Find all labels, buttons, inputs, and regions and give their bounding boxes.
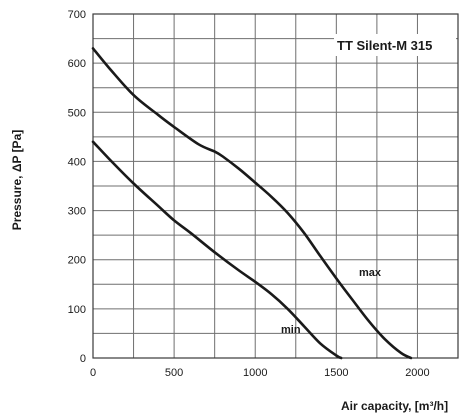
series-label-max: max — [359, 267, 382, 279]
y-tick-label: 500 — [68, 107, 86, 119]
horizontal-grid-lines — [93, 38, 458, 334]
y-tick-label: 0 — [80, 353, 86, 365]
x-tick-label: 2000 — [405, 367, 429, 379]
x-tick-label: 1500 — [324, 367, 348, 379]
y-axis-title: Pressure, ΔP [Pa] — [10, 130, 24, 230]
curves — [91, 47, 413, 360]
x-axis-title: Air capacity, [m³/h] — [341, 399, 448, 413]
y-tick-label: 100 — [68, 304, 86, 316]
curve-max — [91, 47, 413, 360]
curve-min — [91, 140, 343, 360]
x-tick-label: 0 — [90, 367, 96, 379]
x-tick-label: 500 — [165, 367, 183, 379]
y-tick-label: 300 — [68, 206, 86, 218]
x-tick-label: 1000 — [243, 367, 267, 379]
y-tick-label: 200 — [68, 255, 86, 267]
series-label-min: min — [281, 324, 301, 336]
chart-title: TT Silent-M 315 — [337, 38, 432, 53]
y-tick-label: 700 — [68, 9, 86, 21]
x-tick-labels: 0 500 1000 1500 2000 — [90, 367, 430, 379]
y-tick-label: 400 — [68, 156, 86, 168]
title-background — [334, 34, 456, 56]
y-tick-label: 600 — [68, 58, 86, 70]
y-tick-labels: 0 100 200 300 400 500 600 700 — [68, 9, 86, 365]
plot-frame — [92, 13, 459, 359]
